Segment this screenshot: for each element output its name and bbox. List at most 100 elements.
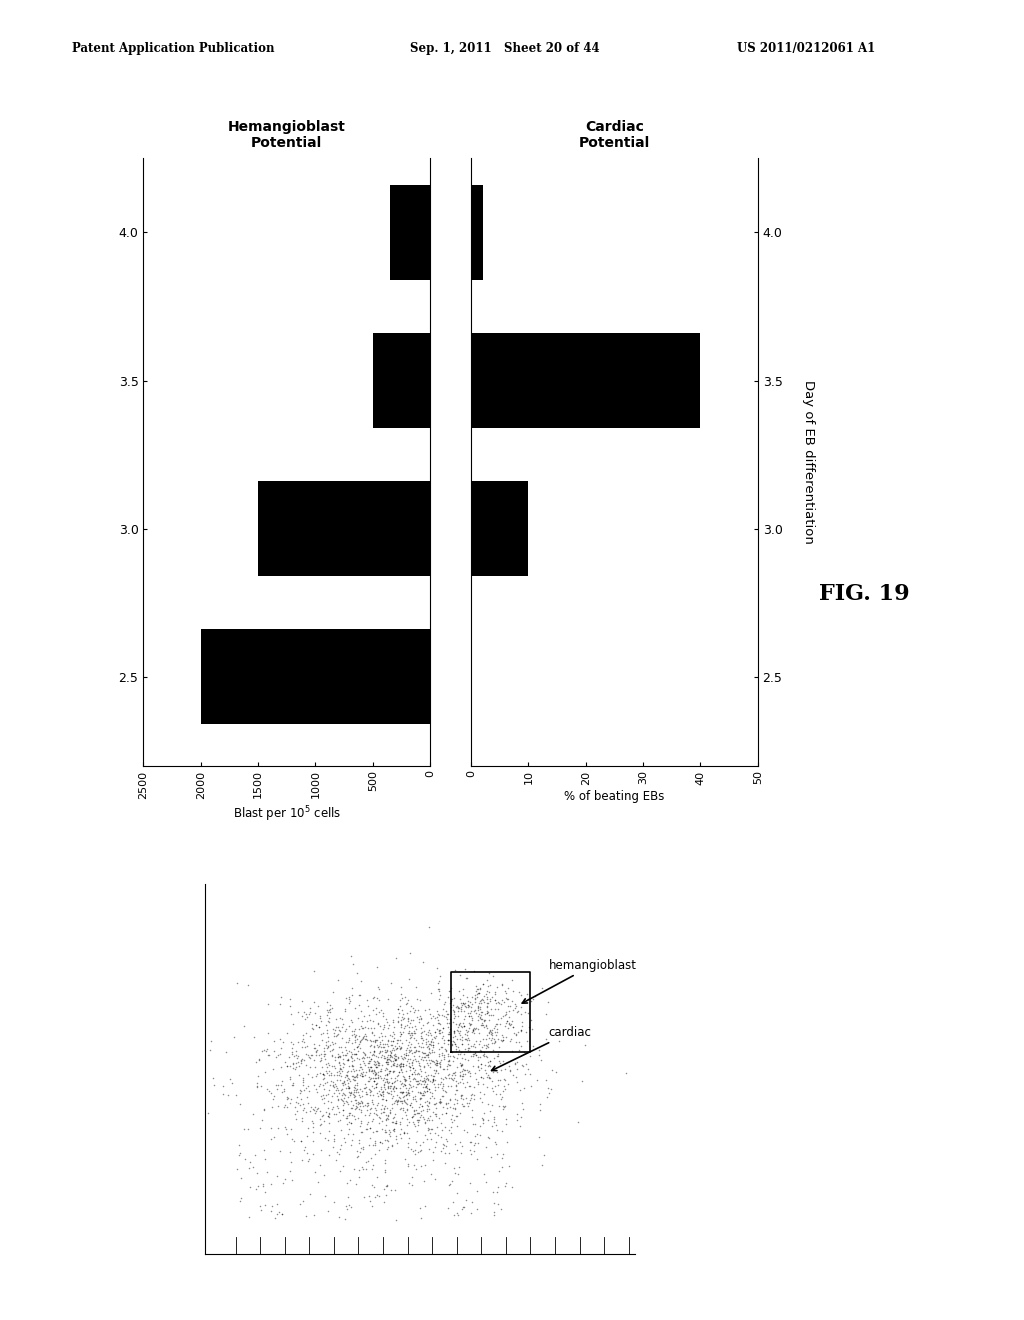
- Point: [446, 1061, 463, 1082]
- Point: [470, 999, 486, 1020]
- Point: [476, 1102, 493, 1123]
- Point: [354, 1085, 371, 1106]
- Point: [470, 1047, 486, 1068]
- Point: [369, 1030, 385, 1051]
- Point: [293, 1051, 309, 1072]
- Point: [474, 1001, 490, 1022]
- Point: [508, 1023, 524, 1044]
- Point: [461, 995, 477, 1016]
- Point: [470, 978, 486, 999]
- Point: [349, 1090, 366, 1111]
- Point: [376, 1077, 392, 1098]
- Text: FIG. 19: FIG. 19: [819, 583, 910, 605]
- Point: [354, 1061, 371, 1082]
- Point: [376, 1097, 392, 1118]
- Point: [489, 1028, 506, 1049]
- Point: [424, 1142, 440, 1163]
- Point: [444, 1041, 461, 1063]
- Point: [322, 1011, 338, 1032]
- Point: [283, 1151, 299, 1172]
- Point: [361, 1071, 378, 1092]
- Point: [403, 1023, 420, 1044]
- Point: [375, 1036, 391, 1057]
- Point: [456, 1015, 472, 1036]
- Point: [481, 1010, 498, 1031]
- Point: [478, 1063, 495, 1084]
- Point: [456, 1096, 472, 1117]
- Point: [432, 1068, 449, 1089]
- Point: [419, 1094, 435, 1115]
- Point: [481, 1051, 498, 1072]
- Point: [458, 1189, 474, 1210]
- Point: [509, 1059, 525, 1080]
- Point: [427, 1131, 443, 1152]
- Point: [330, 1016, 346, 1038]
- Point: [442, 997, 459, 1018]
- Point: [383, 1088, 399, 1109]
- Point: [291, 1056, 307, 1077]
- Point: [323, 1092, 339, 1113]
- Point: [427, 1063, 443, 1084]
- Point: [301, 1003, 317, 1024]
- Point: [328, 1104, 344, 1125]
- Point: [373, 1085, 389, 1106]
- Point: [298, 1101, 314, 1122]
- Point: [498, 987, 514, 1008]
- Point: [412, 1197, 428, 1218]
- Point: [445, 1045, 462, 1067]
- Point: [353, 1093, 370, 1114]
- Point: [402, 1040, 419, 1061]
- Point: [374, 1133, 390, 1154]
- Point: [250, 1065, 266, 1086]
- Point: [473, 1107, 489, 1129]
- Point: [454, 1048, 470, 1069]
- Point: [394, 1003, 411, 1024]
- Point: [401, 1077, 418, 1098]
- Point: [344, 1055, 360, 1076]
- Point: [333, 1059, 349, 1080]
- Point: [220, 1085, 237, 1106]
- Point: [392, 977, 409, 998]
- Point: [466, 985, 482, 1006]
- Point: [508, 1067, 524, 1088]
- Point: [401, 942, 418, 964]
- Point: [369, 1035, 385, 1056]
- Point: [248, 1052, 264, 1073]
- Point: [315, 1045, 332, 1067]
- Point: [300, 1117, 316, 1138]
- Point: [425, 1051, 441, 1072]
- Point: [479, 993, 496, 1014]
- Point: [462, 1076, 478, 1097]
- Point: [502, 1031, 518, 1052]
- Point: [473, 1067, 489, 1088]
- Point: [467, 1114, 483, 1135]
- Point: [387, 1036, 403, 1057]
- Point: [310, 1171, 327, 1192]
- Point: [454, 1034, 470, 1055]
- Point: [418, 1044, 434, 1065]
- Point: [443, 990, 460, 1011]
- Point: [480, 1056, 497, 1077]
- Point: [314, 1057, 331, 1078]
- Point: [340, 1123, 356, 1144]
- Point: [358, 1158, 375, 1179]
- Point: [421, 1110, 437, 1131]
- Point: [307, 1078, 324, 1100]
- Point: [361, 1035, 378, 1056]
- Point: [441, 1173, 458, 1195]
- Point: [461, 1038, 477, 1059]
- Point: [450, 1048, 466, 1069]
- Point: [410, 1032, 426, 1053]
- Point: [343, 1130, 359, 1151]
- Point: [309, 1098, 326, 1119]
- Point: [427, 1027, 443, 1048]
- Point: [470, 1006, 486, 1027]
- Point: [352, 1115, 369, 1137]
- Point: [302, 1045, 318, 1067]
- Point: [380, 1030, 396, 1051]
- Point: [406, 1140, 422, 1162]
- Point: [444, 999, 461, 1020]
- Point: [442, 1067, 459, 1088]
- Point: [343, 1045, 359, 1067]
- Point: [201, 1102, 217, 1123]
